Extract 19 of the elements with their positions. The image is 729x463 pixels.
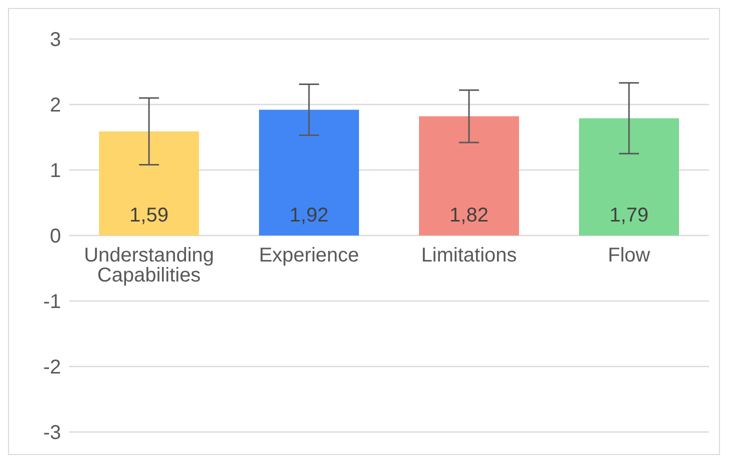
- x-tick-label: Limitations: [421, 244, 517, 267]
- y-tick-label: 0: [50, 226, 61, 248]
- y-tick-label: -1: [43, 291, 61, 314]
- data-label: 1,79: [610, 204, 648, 226]
- bar: [99, 131, 199, 236]
- bar: [419, 116, 519, 236]
- x-tick-label: Experience: [258, 244, 360, 267]
- x-tick-label: Understanding Capabilities: [84, 244, 214, 287]
- x-tick-label: Flow: [608, 244, 651, 267]
- y-tick-label: 1: [50, 160, 61, 182]
- data-label: 1,92: [290, 204, 328, 226]
- y-tick-label: 3: [50, 29, 61, 52]
- y-tick-label: -2: [43, 356, 61, 379]
- data-label: 1,59: [130, 204, 168, 226]
- data-label: 1,82: [450, 204, 488, 226]
- y-tick-label: 2: [50, 94, 61, 117]
- bar: [579, 118, 679, 236]
- bar: [259, 110, 359, 236]
- y-tick-label: -3: [43, 422, 61, 444]
